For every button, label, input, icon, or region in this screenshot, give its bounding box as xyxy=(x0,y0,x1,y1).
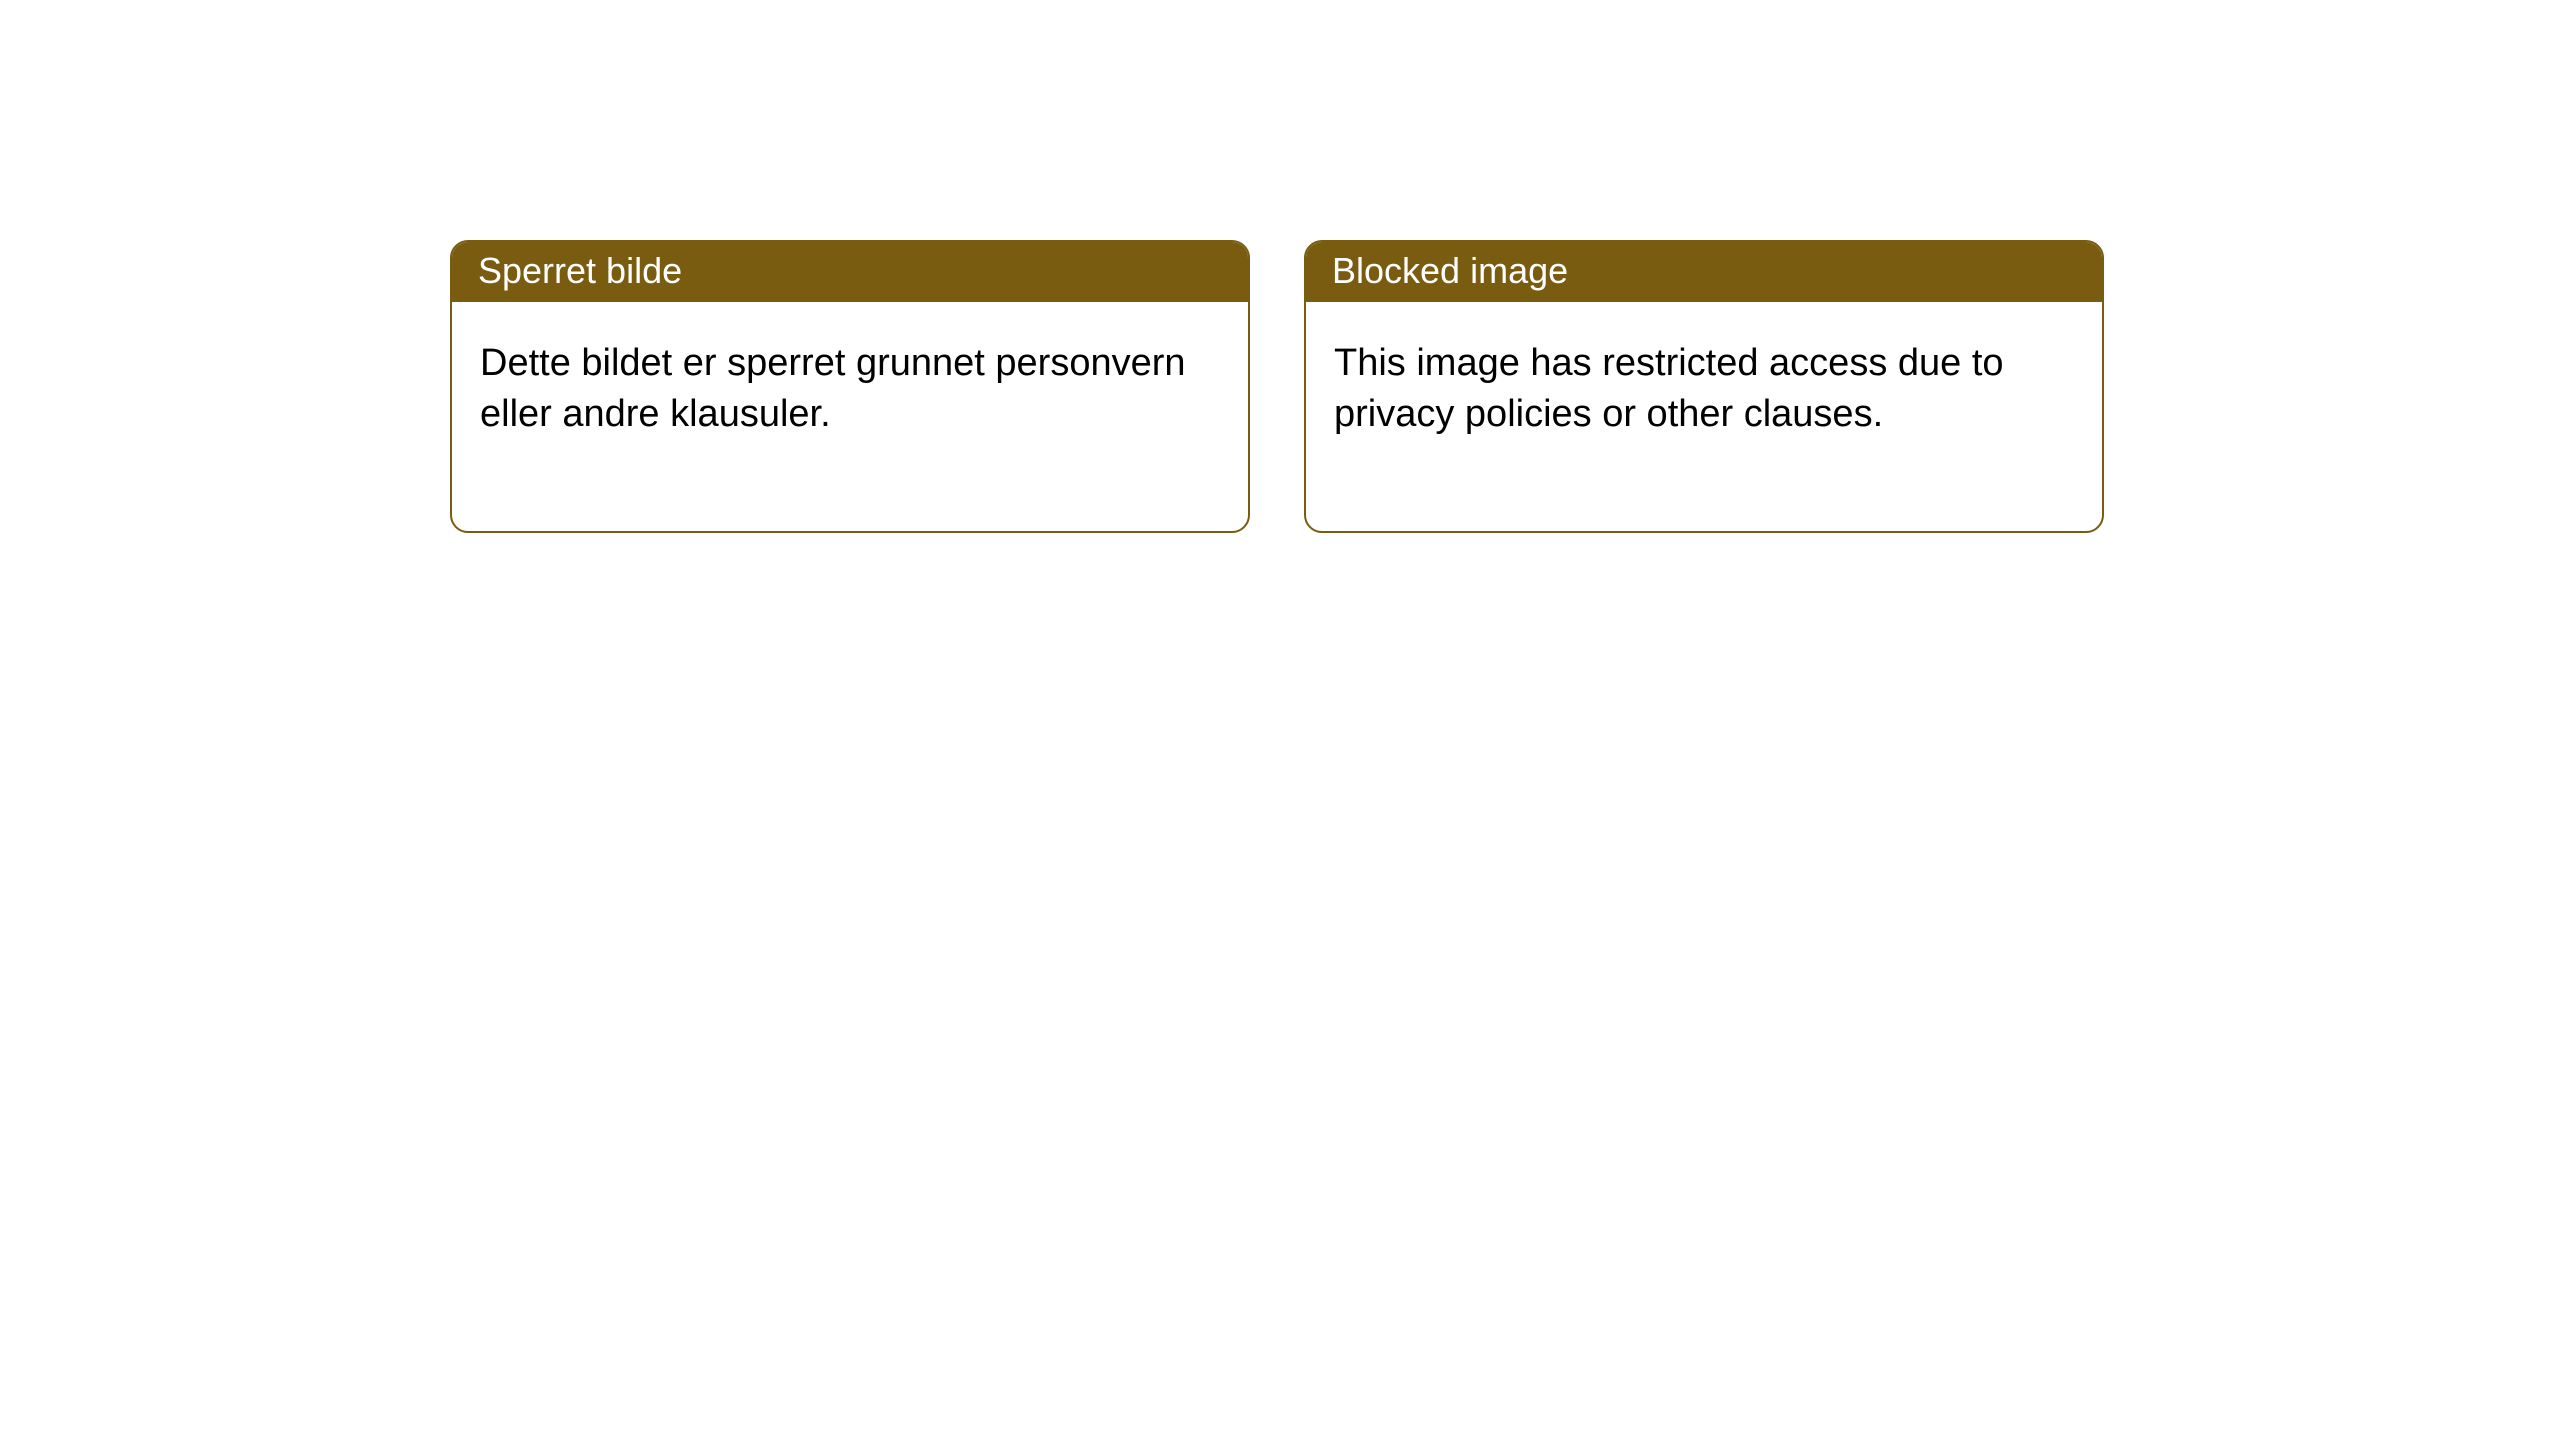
notice-header: Blocked image xyxy=(1306,242,2102,302)
notice-card-norwegian: Sperret bilde Dette bildet er sperret gr… xyxy=(450,240,1250,533)
notice-body: This image has restricted access due to … xyxy=(1306,302,2102,531)
notice-header: Sperret bilde xyxy=(452,242,1248,302)
notice-container: Sperret bilde Dette bildet er sperret gr… xyxy=(0,0,2560,533)
notice-card-english: Blocked image This image has restricted … xyxy=(1304,240,2104,533)
notice-body: Dette bildet er sperret grunnet personve… xyxy=(452,302,1248,531)
